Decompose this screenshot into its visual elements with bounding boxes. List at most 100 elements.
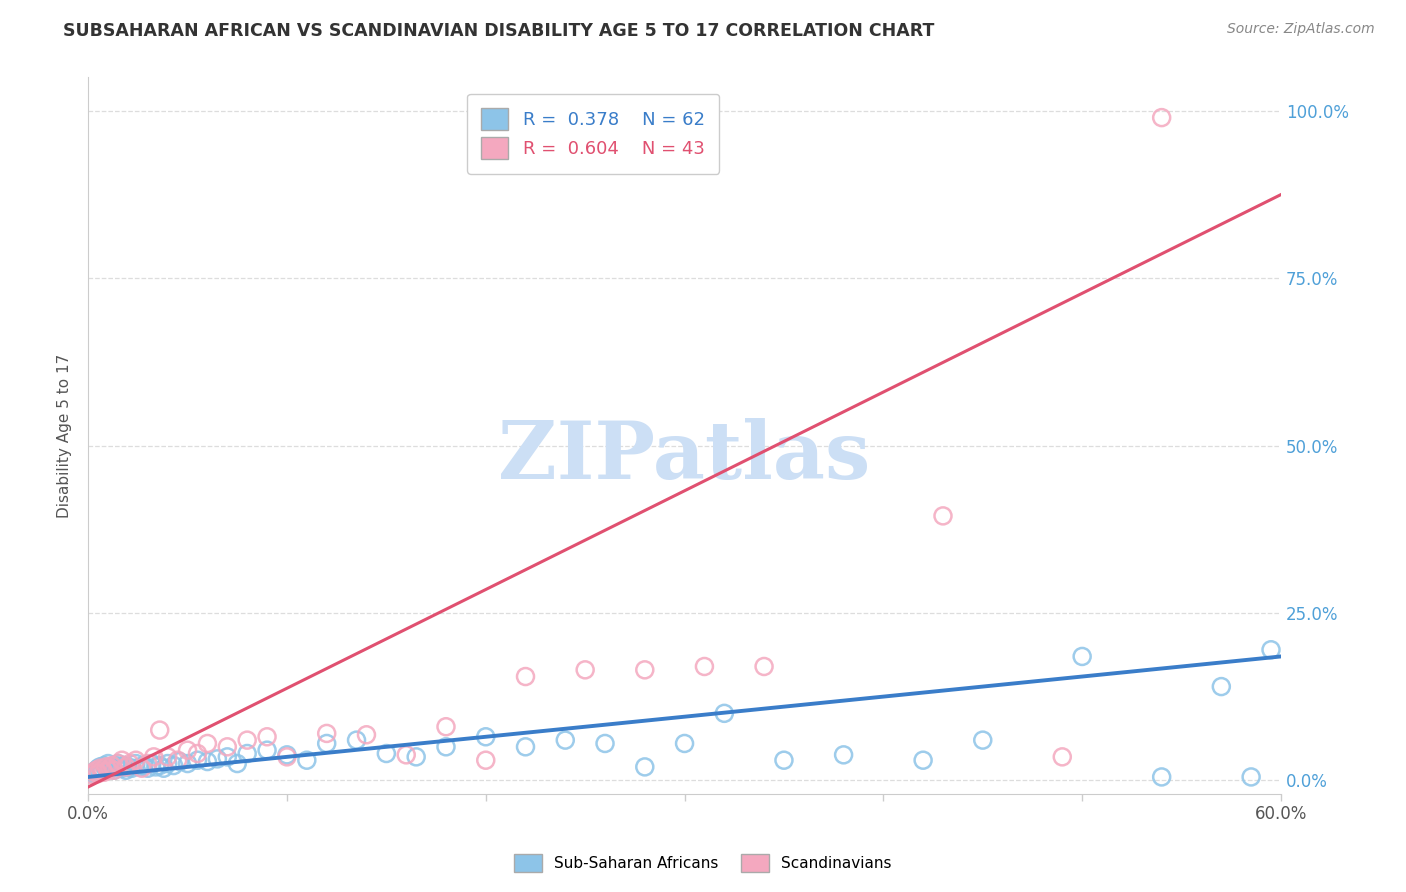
Point (207, 752, 229, 766)
Point (107, 756, 129, 771)
Point (554, 733, 576, 747)
Point (574, 663, 596, 677)
Point (226, 756, 249, 771)
Point (673, 736, 696, 750)
Point (89, 760, 111, 774)
Point (634, 663, 657, 677)
Point (115, 760, 138, 774)
Point (176, 756, 198, 771)
Y-axis label: Disability Age 5 to 17: Disability Age 5 to 17 (58, 353, 72, 517)
Point (156, 749, 179, 764)
Point (186, 753, 208, 767)
Point (132, 758, 155, 772)
Point (276, 749, 298, 764)
Point (972, 733, 994, 747)
Text: Source: ZipAtlas.com: Source: ZipAtlas.com (1227, 22, 1375, 37)
Text: SUBSAHARAN AFRICAN VS SCANDINAVIAN DISABILITY AGE 5 TO 17 CORRELATION CHART: SUBSAHARAN AFRICAN VS SCANDINAVIAN DISAB… (63, 22, 935, 40)
Point (236, 747, 259, 761)
Point (713, 706, 735, 721)
Point (118, 756, 141, 771)
Point (166, 753, 188, 767)
Point (117, 760, 139, 774)
Point (236, 733, 259, 747)
Point (197, 755, 219, 769)
Point (634, 760, 657, 774)
Point (93, 765, 115, 780)
Point (112, 758, 135, 772)
Point (217, 739, 239, 754)
Point (84, 764, 107, 778)
Point (434, 720, 457, 734)
Point (142, 749, 165, 764)
Point (152, 761, 174, 775)
Point (83, 765, 105, 780)
Point (97, 756, 120, 771)
Point (103, 764, 125, 778)
Point (515, 669, 537, 683)
Point (162, 758, 184, 772)
Point (395, 747, 418, 762)
Legend: Sub-Saharan Africans, Scandinavians: Sub-Saharan Africans, Scandinavians (506, 846, 900, 880)
Point (125, 753, 148, 767)
Point (434, 739, 457, 754)
Point (93, 758, 115, 772)
Point (91, 764, 114, 778)
Point (83, 765, 105, 780)
Legend: R =  0.378    N = 62, R =  0.604    N = 43: R = 0.378 N = 62, R = 0.604 N = 43 (467, 94, 720, 174)
Point (136, 761, 159, 775)
Point (1211, 680, 1233, 694)
Point (121, 761, 143, 775)
Point (101, 761, 124, 775)
Point (346, 733, 368, 747)
Point (97, 764, 120, 778)
Point (89, 761, 111, 775)
Point (94, 760, 117, 774)
Point (1150, 770, 1173, 784)
Point (91, 764, 114, 778)
Point (256, 730, 278, 744)
Point (108, 760, 131, 774)
Point (474, 730, 496, 744)
Point (82, 768, 104, 782)
Point (98, 760, 121, 774)
Point (176, 743, 198, 757)
Point (375, 747, 398, 761)
Point (315, 736, 337, 750)
Point (832, 747, 855, 762)
Point (186, 747, 208, 761)
Point (156, 756, 179, 771)
Point (115, 764, 138, 778)
Point (98, 761, 121, 775)
Point (1240, 770, 1263, 784)
Point (125, 756, 148, 771)
Point (111, 753, 134, 767)
Point (149, 723, 172, 737)
Point (1071, 649, 1094, 664)
Point (84, 764, 107, 778)
Point (474, 753, 496, 767)
Point (1150, 111, 1173, 125)
Point (405, 749, 427, 764)
Point (94, 761, 117, 775)
Point (145, 760, 167, 774)
Point (1260, 642, 1282, 657)
Point (515, 739, 537, 754)
Point (752, 659, 775, 673)
Point (136, 756, 159, 771)
Point (169, 755, 191, 769)
Point (773, 753, 796, 767)
Point (932, 508, 955, 523)
Point (107, 756, 129, 771)
Point (131, 761, 153, 775)
Point (82, 766, 104, 780)
Point (87, 766, 110, 780)
Point (276, 747, 298, 762)
Point (104, 758, 127, 772)
Point (111, 761, 134, 775)
Point (101, 758, 124, 772)
Point (356, 728, 378, 742)
Point (197, 736, 219, 750)
Point (217, 749, 239, 764)
Text: ZIPatlas: ZIPatlas (499, 418, 870, 496)
Point (593, 736, 616, 750)
